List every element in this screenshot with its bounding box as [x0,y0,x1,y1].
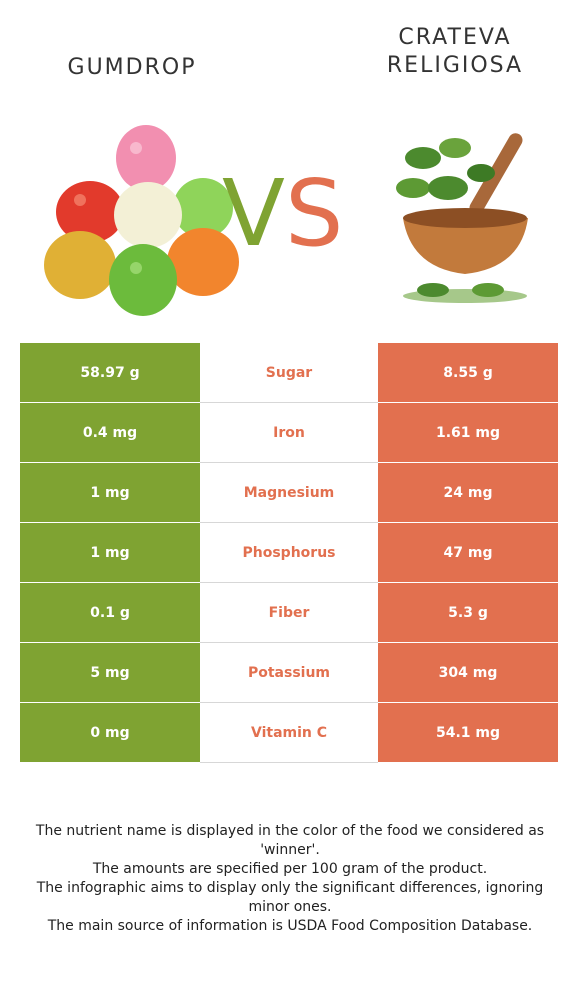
table-row: 1 mg Magnesium 24 mg [20,462,558,523]
comparison-table: 58.97 g Sugar 8.55 g 0.4 mg Iron 1.61 mg 1 mg M… [20,343,558,763]
table-row: 1 mg Phosphorus 47 mg [20,522,558,583]
right-value: 8.55 g [378,343,558,403]
right-value: 304 mg [378,642,558,703]
nutrient-name: Vitamin C [200,702,378,763]
nutrient-name: Sugar [200,343,378,403]
left-value: 58.97 g [20,343,200,403]
left-value: 1 mg [20,462,200,523]
versus-label: VS [222,168,343,260]
food-right-title-line2: RELIGIOSA [386,53,524,78]
versus-s: S [284,160,344,267]
left-value: 0 mg [20,702,200,763]
left-value: 1 mg [20,522,200,583]
nutrient-name: Magnesium [200,462,378,523]
right-value: 24 mg [378,462,558,523]
food-left-title: GUMDROP [67,55,197,80]
footnote-significance: The infographic aims to display only the… [36,880,544,915]
food-right-title: CRATEVA RELIGIOSA [330,24,580,80]
table-row: 5 mg Potassium 304 mg [20,642,558,703]
right-value: 1.61 mg [378,402,558,463]
footnotes: The nutrient name is displayed in the co… [20,822,560,936]
crateva-religiosa-image [396,133,528,303]
food-right-title-line1: CRATEVA [398,25,512,50]
footnote-source: The main source of information is USDA F… [47,918,533,934]
left-value: 0.4 mg [20,402,200,463]
gumdrop-image [44,125,239,316]
right-value: 54.1 mg [378,702,558,763]
left-value: 5 mg [20,642,200,703]
table-row: 0 mg Vitamin C 54.1 mg [20,702,558,763]
nutrient-name: Potassium [200,642,378,703]
nutrient-name: Phosphorus [200,522,378,583]
table-row: 58.97 g Sugar 8.55 g [20,343,558,403]
table-row: 0.4 mg Iron 1.61 mg [20,402,558,463]
nutrient-name: Fiber [200,582,378,643]
right-value: 5.3 g [378,582,558,643]
nutrient-name: Iron [200,402,378,463]
footnote-amounts: The amounts are specified per 100 gram o… [92,861,488,877]
table-row: 0.1 g Fiber 5.3 g [20,582,558,643]
right-value: 47 mg [378,522,558,583]
footnote-winner: The nutrient name is displayed in the co… [35,823,545,858]
left-value: 0.1 g [20,582,200,643]
versus-v: V [222,160,285,267]
